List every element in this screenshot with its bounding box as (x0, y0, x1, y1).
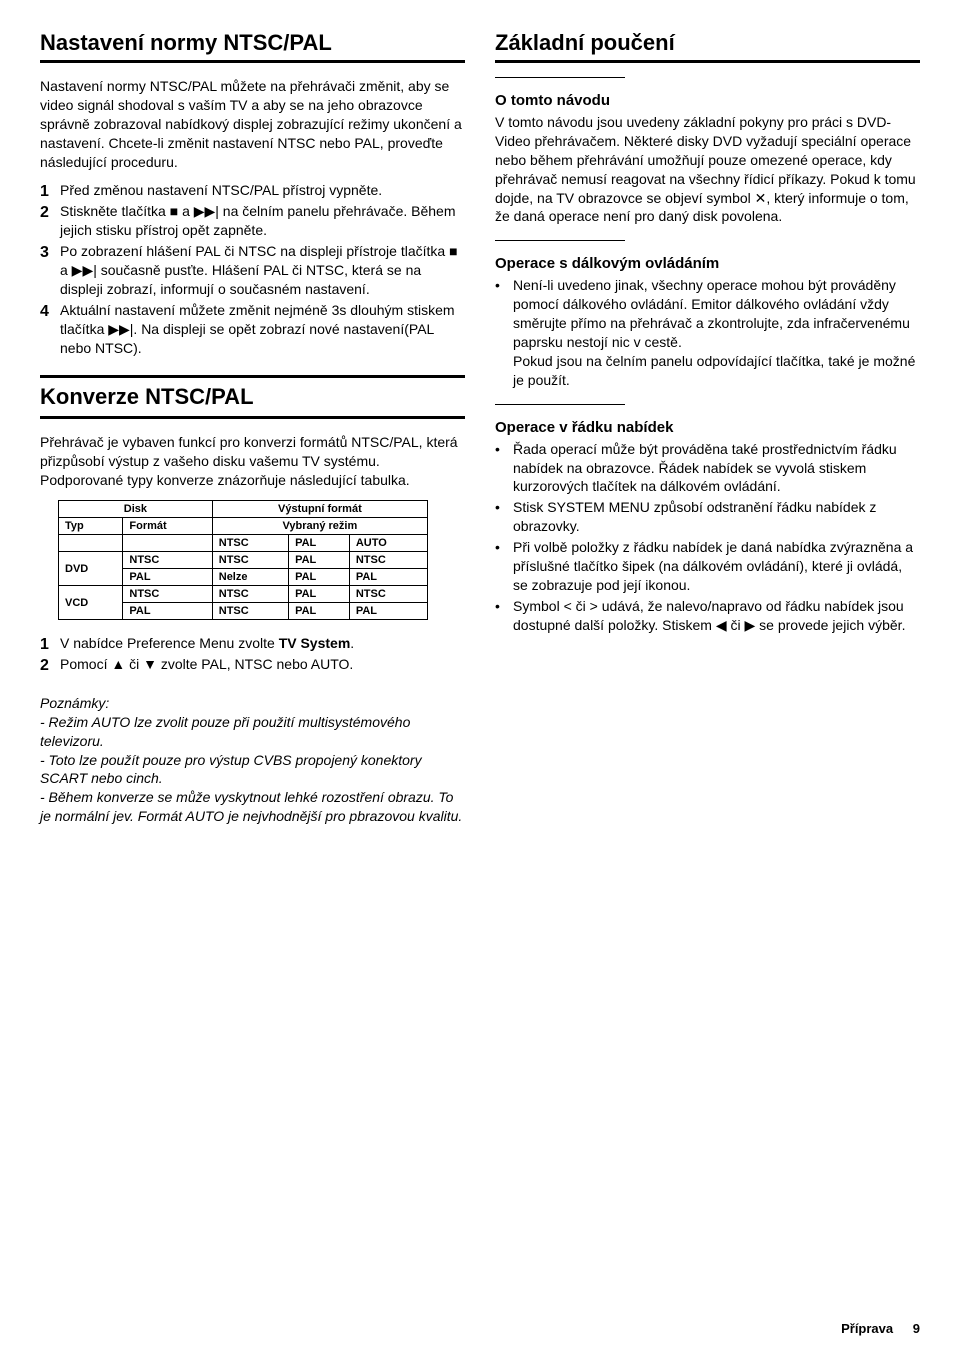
heading-radku: Operace v řádku nabídek (495, 419, 920, 436)
cell: NTSC (212, 586, 288, 603)
cell: NTSC (212, 603, 288, 620)
cell: PAL (289, 603, 350, 620)
steps-list-2: V nabídce Preference Menu zvolte TV Syst… (40, 634, 465, 674)
left-column: Nastavení normy NTSC/PAL Nastavení normy… (40, 30, 465, 826)
th-empty2 (123, 535, 212, 552)
heading-konverze: Konverze NTSC/PAL (40, 375, 465, 419)
list-item: Stisk SYSTEM MENU způsobí odstranění řád… (495, 498, 920, 536)
intro-paragraph: Nastavení normy NTSC/PAL můžete na přehr… (40, 77, 465, 171)
th-empty (59, 535, 123, 552)
cell: PAL (349, 569, 427, 586)
list-item: Symbol < či > udává, že nalevo/napravo o… (495, 597, 920, 635)
right-column: Základní poučení O tomto návodu V tomto … (495, 30, 920, 826)
cell: PAL (289, 586, 350, 603)
list-item: Při volbě položky z řádku nabídek je dan… (495, 538, 920, 595)
list-item: Není-li uvedeno jinak, všechny operace m… (495, 276, 920, 389)
th-auto: AUTO (349, 535, 427, 552)
table-row: DVD NTSC NTSC PAL NTSC (59, 552, 428, 569)
note-1: - Režim AUTO lze zvolit pouze při použit… (40, 713, 465, 751)
cell: NTSC (349, 586, 427, 603)
th-disk: Disk (59, 501, 213, 518)
cell: PAL (349, 603, 427, 620)
step-pal-ntsc-auto: Pomocí ▲ či ▼ zvolte PAL, NTSC nebo AUTO… (40, 655, 465, 674)
footer-page-number: 9 (913, 1321, 920, 1336)
heading-ntsc-pal: Nastavení normy NTSC/PAL (40, 30, 465, 63)
heading-dalkove: Operace s dálkovým ovládáním (495, 255, 920, 272)
table-row: VCD NTSC NTSC PAL NTSC (59, 586, 428, 603)
notes-title: Poznámky: (40, 694, 465, 713)
separator (495, 77, 625, 78)
th-ntsc: NTSC (212, 535, 288, 552)
konverze-intro: Přehrávač je vybaven funkcí pro konverzi… (40, 433, 465, 490)
cell: PAL (289, 569, 350, 586)
cell: PAL (123, 569, 212, 586)
separator (495, 240, 625, 241)
steps-list-1: Před změnou nastavení NTSC/PAL přístroj … (40, 181, 465, 357)
step-3: Po zobrazení hlášení PAL či NTSC na disp… (40, 242, 465, 299)
cell: NTSC (123, 552, 212, 569)
radku-list: Řada operací může být prováděna také pro… (495, 440, 920, 635)
th-typ: Typ (59, 518, 123, 535)
th-vybr: Vybraný režim (212, 518, 427, 535)
cell: NTSC (212, 552, 288, 569)
cell: VCD (59, 586, 123, 620)
notes-block: Poznámky: - Režim AUTO lze zvolit pouze … (40, 694, 465, 826)
cell: NTSC (349, 552, 427, 569)
th-pal: PAL (289, 535, 350, 552)
list-item: Řada operací může být prováděna také pro… (495, 440, 920, 497)
cell: PAL (289, 552, 350, 569)
note-2: - Toto lze použít pouze pro výstup CVBS … (40, 751, 465, 789)
th-vystup: Výstupní formát (212, 501, 427, 518)
footer-section: Příprava (841, 1321, 893, 1336)
cell: NTSC (123, 586, 212, 603)
heading-zakladni: Základní poučení (495, 30, 920, 63)
cell: PAL (123, 603, 212, 620)
step-4: Aktuální nastavení můžete změnit nejméně… (40, 301, 465, 358)
step-2: Stiskněte tlačítka ■ a ▶▶| na čelním pan… (40, 202, 465, 240)
heading-o-tomto: O tomto návodu (495, 92, 920, 109)
cell: DVD (59, 552, 123, 586)
separator (495, 404, 625, 405)
dalkove-list: Není-li uvedeno jinak, všechny operace m… (495, 276, 920, 389)
conversion-table: Disk Výstupní formát Typ Formát Vybraný … (58, 500, 428, 620)
o-tomto-paragraph: V tomto návodu jsou uvedeny základní pok… (495, 113, 920, 226)
bold-tv-system: TV System (279, 635, 351, 651)
step-tv-system: V nabídce Preference Menu zvolte TV Syst… (40, 634, 465, 653)
page-footer: Příprava 9 (841, 1321, 920, 1336)
cell: Nelze (212, 569, 288, 586)
page-columns: Nastavení normy NTSC/PAL Nastavení normy… (40, 30, 920, 826)
note-3: - Během konverze se může vyskytnout lehk… (40, 788, 465, 826)
th-format: Formát (123, 518, 212, 535)
step-1: Před změnou nastavení NTSC/PAL přístroj … (40, 181, 465, 200)
